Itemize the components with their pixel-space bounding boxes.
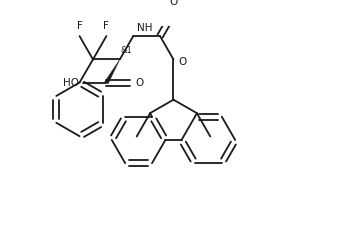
Polygon shape xyxy=(105,60,120,84)
Text: F: F xyxy=(103,21,109,31)
Text: NH: NH xyxy=(137,23,152,32)
Text: O: O xyxy=(179,57,187,67)
Text: O: O xyxy=(135,78,143,88)
Text: F: F xyxy=(77,21,82,31)
Text: O: O xyxy=(169,0,178,7)
Text: HO: HO xyxy=(64,78,80,88)
Text: &1: &1 xyxy=(120,46,132,55)
